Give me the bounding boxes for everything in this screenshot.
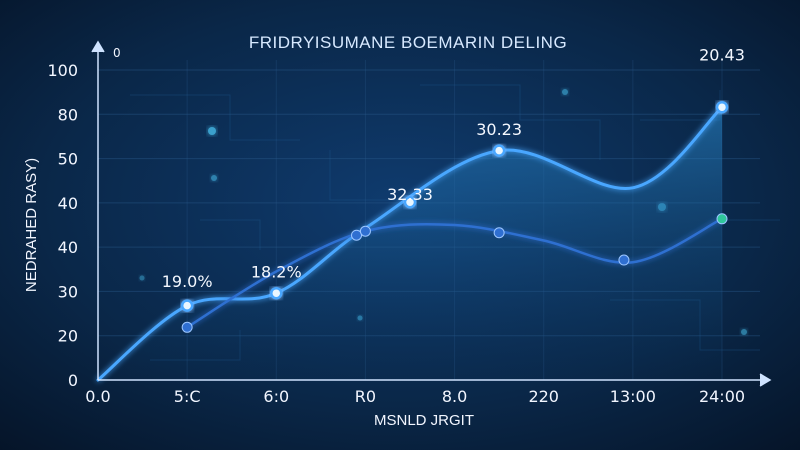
data-labels: 19.0% 18.2% 32.33 30.23 20.43	[162, 46, 745, 291]
data-label: 18.2%	[251, 263, 302, 282]
data-label: 20.43	[699, 46, 745, 65]
data-point	[493, 227, 505, 239]
y-axis-arrow-icon	[91, 40, 105, 53]
x-tick-label: 0.0	[85, 387, 110, 406]
data-label: 32.33	[387, 185, 433, 204]
x-tick-label: 5:C	[174, 387, 201, 406]
x-tick-label: 8.0	[442, 387, 467, 406]
y-tick-label: 30	[58, 282, 78, 301]
y-tick-label: 50	[58, 150, 78, 169]
area-fill	[98, 107, 722, 380]
data-point	[359, 225, 371, 237]
chart-title: FRIDRYISUMANE BOEMARIN DELING	[249, 33, 567, 52]
y-tick-label: 0	[68, 371, 78, 390]
x-axis-arrow-icon	[759, 373, 772, 387]
x-tick-labels: 0.0 5:C 6:0 R0 8.0 220 13:00 24:00	[85, 387, 745, 406]
series-area	[98, 107, 722, 380]
data-point	[181, 321, 193, 333]
x-tick-label: 13:00	[610, 387, 656, 406]
y-tick-label: 20	[58, 327, 78, 346]
axes	[91, 40, 772, 387]
x-axis-title: MSNLD JRGIT	[374, 412, 474, 429]
data-point	[492, 144, 506, 157]
y-tick-label: 80	[58, 105, 78, 124]
y-tick-label: 40	[58, 238, 78, 257]
data-point	[180, 299, 194, 312]
data-point	[716, 213, 728, 225]
data-label: 30.23	[476, 120, 522, 139]
data-point	[403, 196, 417, 209]
y-tick-label: 40	[58, 194, 78, 213]
series-markers	[180, 100, 729, 333]
x-tick-label: R0	[355, 387, 376, 406]
x-tick-label: 220	[528, 387, 559, 406]
data-point	[351, 229, 363, 241]
data-label: 19.0%	[162, 272, 213, 291]
data-point	[715, 100, 729, 114]
glow-dots	[139, 89, 747, 335]
y-tick-label: 100	[47, 61, 78, 80]
y-axis-title: NEDRAHED RASY)	[23, 158, 40, 292]
data-point	[618, 254, 630, 266]
y-tick-labels: 100 80 50 40 40 30 20 0	[47, 61, 78, 390]
x-tick-label: 6:0	[263, 387, 289, 406]
x-tick-label: 24:00	[699, 387, 745, 406]
y-corner-label: 0	[113, 46, 121, 60]
series-line-2	[185, 217, 724, 329]
data-point	[270, 286, 283, 300]
